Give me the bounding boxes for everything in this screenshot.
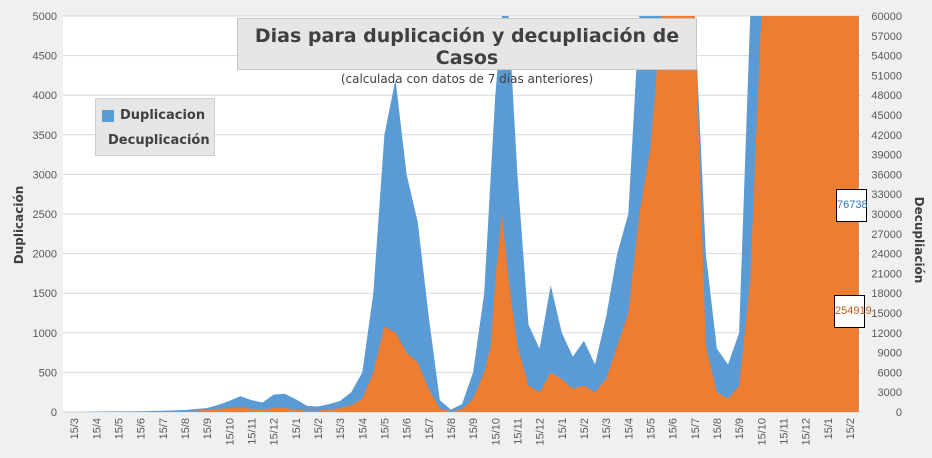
x-tick-label: 15/4 xyxy=(623,418,635,439)
x-tick-label: 15/6 xyxy=(668,418,680,439)
y2-tick-label: 33000 xyxy=(871,189,902,201)
x-tick-label: 15/12 xyxy=(535,418,547,446)
y-tick-label: 1000 xyxy=(33,328,57,340)
x-tick-label: 15/8 xyxy=(180,418,192,439)
y-tick-label: 3000 xyxy=(33,169,57,181)
legend: Duplicacion Decuplicación xyxy=(95,98,215,156)
x-tick-label: 15/11 xyxy=(246,418,258,445)
series-area-decuplicacion xyxy=(74,16,859,412)
y2-tick-label: 6000 xyxy=(878,367,902,379)
x-tick-label: 15/9 xyxy=(468,418,480,439)
x-tick-label: 15/4 xyxy=(357,418,369,439)
y2-tick-label: 27000 xyxy=(871,229,902,241)
x-tick-label: 15/2 xyxy=(313,418,325,439)
legend-label-decuplicacion: Decuplicación xyxy=(108,133,210,148)
x-tick-label: 15/3 xyxy=(335,418,347,439)
y-tick-label: 0 xyxy=(51,407,57,419)
chart-title: Dias para duplicación y decupliación de … xyxy=(254,25,680,69)
x-tick-label: 15/7 xyxy=(690,418,702,439)
callout-duplicacion-text: 76738 xyxy=(837,199,868,211)
y-tick-label: 2000 xyxy=(33,249,57,261)
x-tick-label: 15/1 xyxy=(291,418,303,439)
legend-item-duplicacion: Duplicacion xyxy=(102,103,208,128)
y2-tick-label: 42000 xyxy=(871,130,902,142)
y2-axis-title: Decupliación xyxy=(912,197,926,284)
x-tick-label: 15/2 xyxy=(579,418,591,439)
x-tick-label: 15/9 xyxy=(202,418,214,439)
x-tick-label: 15/5 xyxy=(379,418,391,439)
y-tick-label: 2500 xyxy=(33,209,57,221)
x-tick-label: 15/11 xyxy=(512,418,524,445)
x-tick-label: 15/10 xyxy=(756,418,768,446)
x-tick-label: 15/7 xyxy=(424,418,436,439)
x-tick-label: 15/4 xyxy=(91,418,103,439)
callout-decuplicacion-text: 254919 xyxy=(835,305,872,317)
y2-tick-label: 3000 xyxy=(878,387,902,399)
y-tick-label: 1500 xyxy=(33,288,57,300)
y2-tick-label: 15000 xyxy=(871,308,902,320)
x-tick-label: 15/8 xyxy=(712,418,724,439)
y2-tick-label: 48000 xyxy=(871,90,902,102)
legend-swatch-duplicacion xyxy=(102,109,114,122)
x-axis: 15/3 15/4 15/5 15/6 15/7 15/8 15/9 15/10 15/11 15… xyxy=(69,418,857,446)
y-axis-right: 0 3000 6000 9000 12000 15000 18000 21000 24000 27… xyxy=(871,11,902,419)
y2-tick-label: 45000 xyxy=(871,110,902,122)
legend-item-decuplicacion: Decuplicación xyxy=(102,128,210,153)
x-tick-label: 15/10 xyxy=(224,418,236,446)
y2-tick-label: 0 xyxy=(896,407,902,419)
y2-tick-label: 9000 xyxy=(878,348,902,360)
y-axis-left: 0 500 1000 1500 2000 2500 3000 3500 4000 4500 5000 xyxy=(33,11,57,419)
callout-duplicacion-value: 76738 xyxy=(836,189,868,222)
x-tick-label: 15/12 xyxy=(801,418,813,446)
x-tick-label: 15/7 xyxy=(158,418,170,439)
y2-tick-label: 30000 xyxy=(871,209,902,221)
y2-tick-label: 36000 xyxy=(871,169,902,181)
y2-tick-label: 57000 xyxy=(871,31,902,43)
x-tick-label: 15/6 xyxy=(136,418,148,439)
legend-label-duplicacion: Duplicacion xyxy=(120,108,206,123)
y2-tick-label: 21000 xyxy=(871,268,902,280)
callout-decuplicacion-value: 254919 xyxy=(834,295,872,328)
y-tick-label: 4500 xyxy=(33,51,57,63)
x-tick-label: 15/3 xyxy=(69,418,81,439)
x-tick-label: 15/2 xyxy=(845,418,857,439)
y-tick-label: 5000 xyxy=(33,11,57,23)
x-tick-label: 15/5 xyxy=(645,418,657,439)
y2-tick-label: 18000 xyxy=(871,288,902,300)
x-tick-label: 15/8 xyxy=(446,418,458,439)
y2-tick-label: 24000 xyxy=(871,249,902,261)
y2-tick-label: 54000 xyxy=(871,51,902,63)
chart-title-box: Dias para duplicación y decupliación de … xyxy=(237,18,697,86)
x-tick-label: 15/1 xyxy=(823,418,835,439)
y-tick-label: 500 xyxy=(39,367,57,379)
y-tick-label: 3500 xyxy=(33,130,57,142)
y2-tick-label: 51000 xyxy=(871,70,902,82)
x-tick-label: 15/6 xyxy=(402,418,414,439)
x-tick-label: 15/5 xyxy=(113,418,125,439)
x-tick-label: 15/1 xyxy=(557,418,569,439)
y2-tick-label: 39000 xyxy=(871,150,902,162)
x-tick-label: 15/12 xyxy=(269,418,281,446)
chart-subtitle: (calculada con datos de 7 días anteriore… xyxy=(340,72,594,86)
y-tick-label: 4000 xyxy=(33,90,57,102)
y-axis-title: Duplicación xyxy=(12,186,26,265)
x-tick-label: 15/9 xyxy=(734,418,746,439)
x-tick-label: 15/10 xyxy=(490,418,502,446)
y2-tick-label: 12000 xyxy=(871,328,902,340)
x-tick-label: 15/3 xyxy=(601,418,613,439)
x-tick-label: 15/11 xyxy=(778,418,790,445)
y2-tick-label: 60000 xyxy=(871,11,902,23)
